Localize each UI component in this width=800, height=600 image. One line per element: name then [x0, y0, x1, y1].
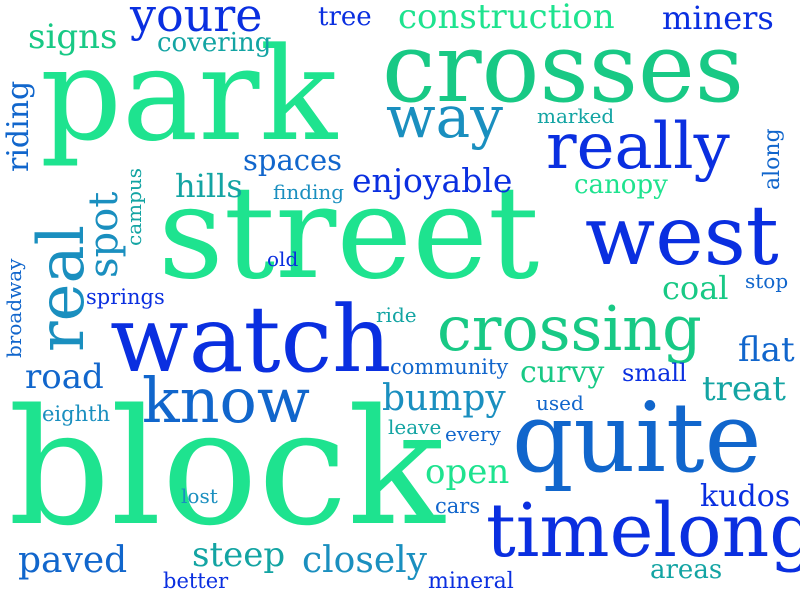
word-street: street [158, 159, 540, 308]
word-crosses: crosses [382, 12, 745, 124]
word-park: park [40, 21, 337, 170]
word-along: along [760, 128, 785, 190]
word-campus: campus [122, 167, 146, 246]
word-road: road [25, 357, 104, 397]
word-marked: marked [537, 104, 615, 128]
word-springs: springs [86, 285, 165, 309]
word-open: open [425, 452, 510, 492]
word-leave: leave [388, 415, 442, 439]
word-canopy: canopy [574, 170, 668, 200]
word-small: small [622, 359, 687, 387]
word-paved: paved [18, 540, 128, 581]
word-crossing: crossing [437, 292, 702, 365]
word-really: really [546, 110, 730, 184]
word-steep: steep [192, 535, 286, 575]
word-covering: covering [157, 28, 272, 58]
word-timelong: timelong [486, 488, 800, 574]
word-hills: hills [175, 167, 243, 205]
word-spaces: spaces [243, 143, 343, 177]
word-block: block [8, 374, 445, 561]
word-mineral: mineral [428, 569, 514, 594]
word-old: old [267, 247, 299, 271]
word-kudos: kudos [700, 479, 791, 514]
word-areas: areas [650, 555, 723, 585]
word-know: know [142, 364, 310, 437]
word-better: better [163, 569, 229, 593]
word-enjoyable: enjoyable [352, 161, 513, 200]
word-broadway: broadway [2, 258, 26, 358]
word-community: community [390, 355, 509, 379]
word-stop: stop [745, 269, 789, 293]
word-signs: signs [28, 17, 118, 57]
word-treat: treat [702, 369, 786, 409]
word-curvy: curvy [520, 355, 605, 390]
word-used: used [536, 391, 584, 415]
word-west: west [585, 189, 779, 284]
word-coal: coal [662, 269, 729, 307]
word-watch: watch [110, 286, 392, 393]
word-lost: lost [181, 484, 218, 508]
word-eighth: eighth [42, 402, 111, 426]
word-every: every [445, 422, 501, 446]
word-riding: riding [1, 80, 36, 172]
word-spot: spot [81, 191, 127, 278]
word-youre: youre [130, 0, 263, 42]
word-miners: miners [662, 0, 774, 37]
word-quite: quite [512, 382, 762, 494]
word-bumpy: bumpy [382, 378, 506, 419]
word-construction: construction [398, 0, 615, 37]
word-ride: ride [376, 303, 417, 327]
word-finding: finding [273, 180, 345, 204]
word-way: way [386, 83, 503, 151]
word-cars: cars [435, 494, 481, 518]
word-flat: flat [738, 330, 795, 370]
word-tree: tree [318, 2, 372, 32]
word-closely: closely [302, 540, 427, 581]
